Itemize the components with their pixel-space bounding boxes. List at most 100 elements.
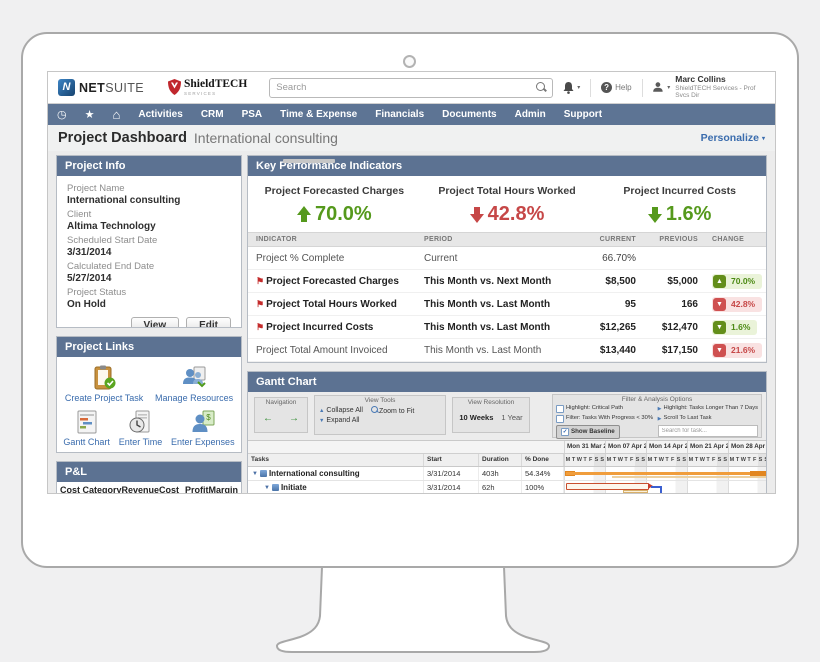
search-input[interactable] (270, 78, 553, 97)
link-gantt-chart[interactable]: Gantt Chart (63, 407, 110, 447)
gantt-nav-left-icon[interactable]: ← (263, 413, 273, 424)
gantt-summary-bar[interactable] (566, 472, 766, 475)
people-icon (155, 363, 233, 391)
gantt-row-initiate[interactable]: ▼ Initiate 3/31/2014 62h 100% (248, 481, 766, 493)
option-scroll-last[interactable]: ▶ Scroll To Last Task (657, 414, 712, 422)
nav-item-time-expense[interactable]: Time & Expense (280, 109, 358, 120)
kpi-hours-worked: Project Total Hours Worked 42.8% (438, 185, 576, 225)
play-icon: ▶ (657, 415, 662, 422)
flag-icon: ⚑ (256, 298, 265, 309)
gantt-week-header: Mon 31 Mar 2014 (564, 441, 605, 453)
gantt-filter-box: Filter & Analysis Options Highlight: Cri… (552, 394, 762, 440)
header-right: ▾ ? Help ▾ Marc Collins ShieldTEC (553, 72, 775, 103)
play-icon: ▶ (657, 405, 662, 412)
checkbox-icon[interactable] (556, 404, 564, 413)
nav-item-psa[interactable]: PSA (241, 109, 263, 120)
gantt-day-header: T (624, 457, 628, 463)
task-search-input[interactable] (657, 424, 758, 437)
gantt-day-header: T (747, 457, 751, 463)
option-tasks-longer[interactable]: ▶ Highlight: Tasks Longer Than 7 Days (657, 405, 758, 412)
gantt-week-header: Mon 21 Apr 2014 (687, 441, 728, 453)
zoom-to-fit-button[interactable]: Zoom to Fit (370, 406, 414, 415)
view-button[interactable]: View (130, 317, 180, 327)
change-badge: ▼ 1.6% (712, 319, 758, 335)
recent-records-icon[interactable]: ◷ (57, 109, 67, 121)
notifications-group[interactable]: ▾ (553, 81, 590, 94)
nav-item-admin[interactable]: Admin (514, 109, 546, 120)
user-info: Marc Collins ShieldTECH Services - Prof … (675, 74, 759, 100)
gantt-day-header: W (576, 457, 582, 463)
user-menu[interactable]: ▾ Marc Collins ShieldTECH Services - Pro… (642, 74, 769, 100)
gantt-task-bar[interactable] (566, 483, 649, 490)
option-filter-progress[interactable]: Filter: Tasks With Progress < 30% (556, 414, 658, 424)
home-icon[interactable]: ⌂ (112, 107, 121, 122)
gantt-weeks-row: Mon 31 Mar 2014Mon 07 Apr 2014Mon 14 Apr… (248, 441, 766, 454)
personalize-menu[interactable]: Personalize ▾ (700, 132, 765, 144)
option-critical-path[interactable]: Highlight: Critical Path (556, 404, 658, 414)
kpi-row-incurred-costs: ⚑ Project Incurred Costs This Month vs. L… (248, 316, 766, 339)
nav-item-crm[interactable]: CRM (200, 109, 224, 120)
collapse-all-button[interactable]: ▲ Collapse All (319, 407, 363, 414)
link-enter-time[interactable]: Enter Time (119, 407, 163, 447)
kpi-header: Key Performance Indicators (248, 156, 766, 176)
person-doc-icon: $ (171, 407, 235, 435)
gantt-day-header: F (589, 457, 593, 463)
gantt-day-header: M (565, 457, 571, 463)
caret-down-icon: ▾ (667, 84, 671, 91)
gantt-row-project[interactable]: ▼ International consulting 3/31/2014 403… (248, 467, 766, 481)
collapse-caret-icon[interactable]: ▼ (252, 470, 258, 477)
link-enter-expenses[interactable]: $ Enter Expenses (171, 407, 235, 447)
help-group[interactable]: ? Help (591, 82, 641, 93)
project-info-header: Project Info (57, 156, 241, 176)
collapse-caret-icon[interactable]: ▼ (264, 484, 270, 491)
kpi-table-header: INDICATOR PERIOD CURRENT PREVIOUS CHANGE (248, 232, 766, 247)
edit-button[interactable]: Edit (186, 317, 231, 327)
shieldtech-logo: ShieldTECH SERVICES (168, 78, 247, 96)
shortcuts-star-icon[interactable]: ★ (84, 109, 95, 121)
kpi-forecasted-charges: Project Forecasted Charges 70.0% (264, 185, 405, 225)
nav-item-documents[interactable]: Documents (442, 109, 497, 120)
gantt-weeks-spacer (248, 441, 564, 453)
clock-doc-icon (119, 407, 163, 435)
help-icon: ? (601, 82, 613, 93)
netsuite-logo: N NETSUITE (58, 79, 144, 96)
gantt-doc-icon (63, 407, 110, 435)
netsuite-logo-icon: N (58, 79, 75, 96)
header-divider (590, 78, 592, 97)
gantt-day-header: S (675, 454, 682, 466)
nav-item-financials[interactable]: Financials (375, 109, 425, 120)
resolution-1-year[interactable]: 1 Year (501, 413, 523, 422)
gantt-view-tools-box: View Tools ▲ Collapse All Zoom to Fit ▼ … (314, 395, 446, 435)
search-icon[interactable] (536, 81, 546, 91)
dashboard-content: Project Info Project Name International … (48, 151, 775, 493)
netsuite-logo-text: NETSUITE (79, 80, 145, 95)
caret-down-icon: ▾ (761, 135, 765, 142)
flag-icon: ⚑ (256, 275, 265, 286)
link-manage-resources[interactable]: Manage Resources (155, 363, 233, 403)
nav-item-support[interactable]: Support (563, 109, 603, 120)
project-links-body: Create Project Task (57, 357, 241, 452)
page-title-bar: Project Dashboard International consulti… (48, 125, 775, 152)
app-header: N NETSUITE ShieldTECH SERVICES (48, 72, 775, 104)
project-info-body: Project Name International consulting Cl… (57, 176, 241, 327)
pnl-column-headers: Cost Category Revenue Cost Profit Margin (57, 482, 241, 493)
resolution-10-weeks[interactable]: 10 Weeks (459, 413, 494, 422)
gantt-day-header: T (583, 457, 587, 463)
gantt-day-header: T (653, 457, 658, 463)
show-baseline-button[interactable]: ✓ Show Baseline (556, 424, 620, 440)
gantt-nav-right-icon[interactable]: → (289, 413, 299, 424)
gantt-day-header: T (665, 457, 669, 463)
webcam-dot (403, 55, 416, 68)
gantt-day-header: S (763, 454, 766, 466)
expand-all-button[interactable]: ▼ Expand All (319, 417, 360, 424)
gantt-bar-segment (750, 471, 766, 476)
kpi-row-forecasted-charges: ⚑ Project Forecasted Charges This Month v… (248, 270, 766, 293)
gantt-day-header: F (712, 457, 716, 463)
gantt-toolbar: Navigation ← → View Tools ▲ Collapse All… (248, 392, 766, 441)
checkbox-icon[interactable] (556, 414, 564, 423)
nav-item-activities[interactable]: Activities (138, 109, 183, 120)
link-create-project-task[interactable]: Create Project Task (65, 363, 143, 403)
